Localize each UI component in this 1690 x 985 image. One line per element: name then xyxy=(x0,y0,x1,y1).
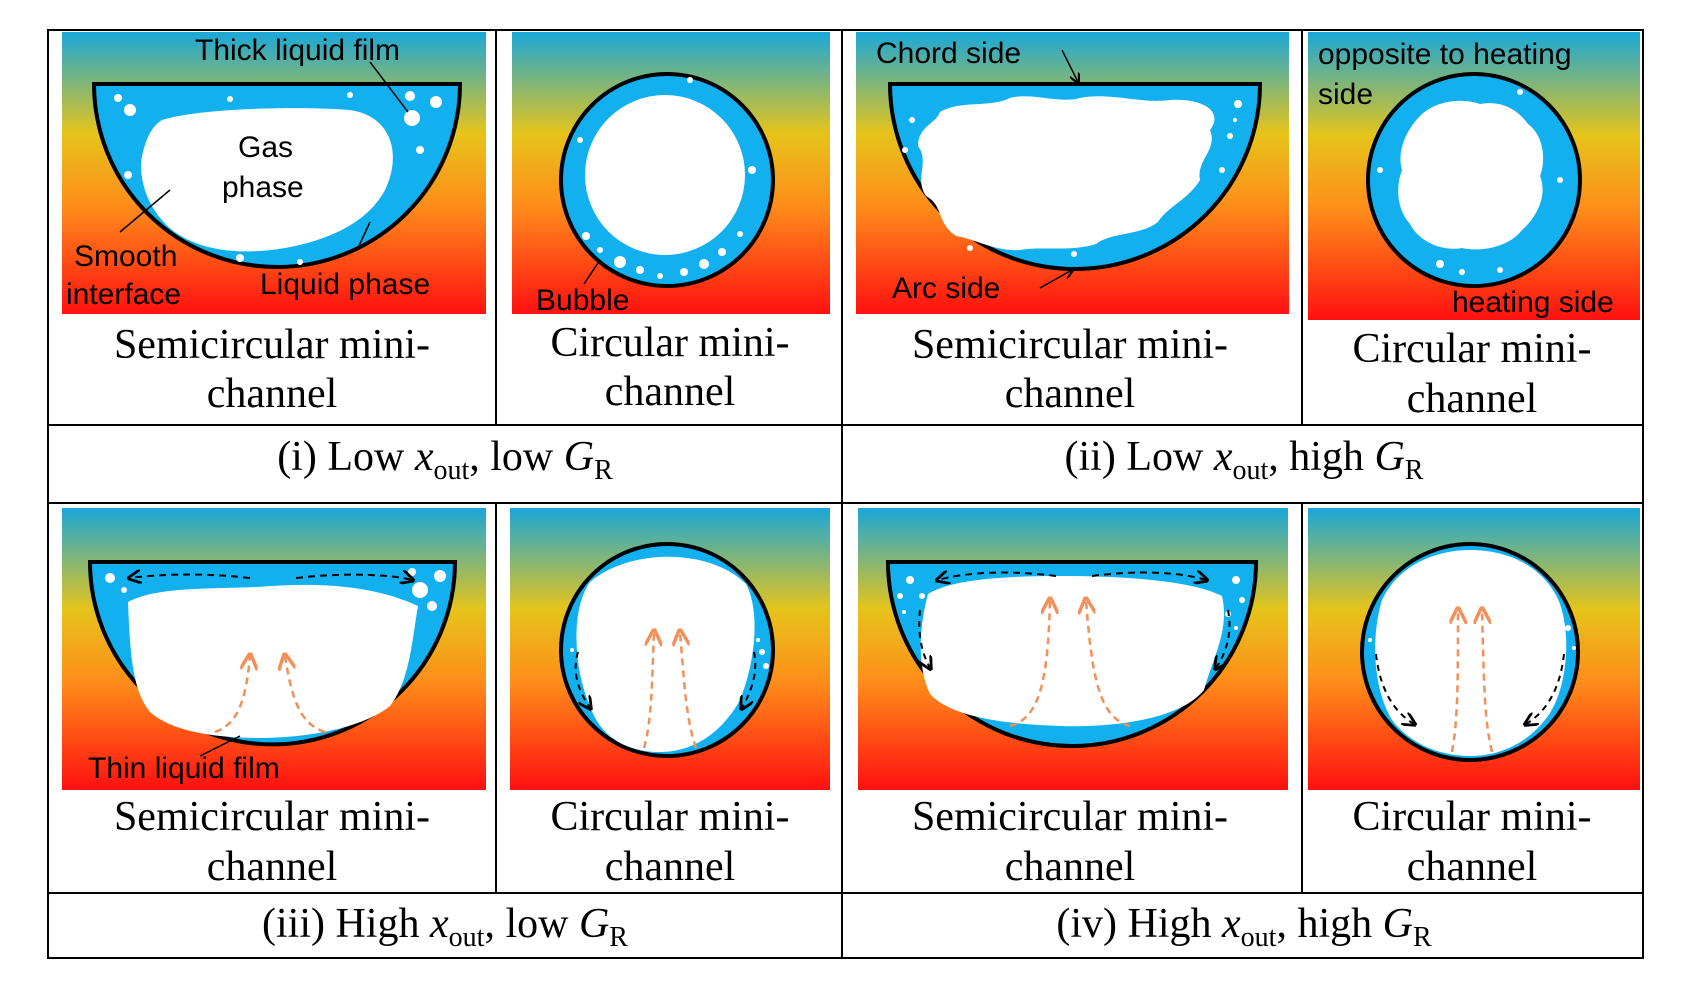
label-thin-liquid-film: Thin liquid film xyxy=(88,752,280,785)
label-liquid-phase: Liquid phase xyxy=(260,268,430,301)
label-phase: phase xyxy=(222,171,304,204)
label-interface: interface xyxy=(66,278,181,311)
label-gas: Gas xyxy=(238,131,293,164)
label-thick-liquid-film: Thick liquid film xyxy=(195,34,400,67)
caption-circular-line1: Circular mini- xyxy=(550,320,789,366)
panel-iv: Semicircular mini- channel Circular mini… xyxy=(858,508,1640,953)
circular-channel-diagram xyxy=(510,508,830,790)
caption-circular-line2: channel xyxy=(605,844,736,890)
caption-semicircular-line1: Semicircular mini- xyxy=(912,794,1228,840)
caption-circular-line2: channel xyxy=(1407,376,1538,422)
semicircular-channel-diagram: Chord side Arc side xyxy=(856,32,1289,314)
semicircular-channel-diagram: Thick liquid film Gas phase Smooth inter… xyxy=(62,32,486,314)
caption-semicircular-line2: channel xyxy=(1005,844,1136,890)
caption-semicircular-line1: Semicircular mini- xyxy=(114,794,430,840)
caption-circular-line2: channel xyxy=(605,369,736,415)
circular-channel-diagram: Bubble xyxy=(512,32,830,317)
label-arc-side: Arc side xyxy=(892,272,1000,305)
table-grid xyxy=(47,29,1644,959)
caption-circular-line1: Circular mini- xyxy=(1352,794,1591,840)
condition-label-iv: (iv) High xout, high GR xyxy=(1056,901,1432,953)
caption-semicircular-line2: channel xyxy=(1005,371,1136,417)
condition-label-iii: (iii) High xout, low GR xyxy=(262,901,628,953)
panel-iii: Thin liquid film Semicircular mini- chan… xyxy=(62,508,830,953)
label-bubble: Bubble xyxy=(536,284,629,317)
label-smooth: Smooth xyxy=(74,240,177,273)
label-chord-side: Chord side xyxy=(876,37,1021,70)
panel-ii: Chord side Arc side Semicircular mini- c… xyxy=(856,32,1640,486)
circular-channel-diagram: opposite to heating side heating side xyxy=(1308,32,1640,320)
caption-semicircular-line1: Semicircular mini- xyxy=(912,322,1228,368)
condition-label-ii: (ii) Low xout, high GR xyxy=(1065,434,1424,486)
caption-semicircular-line2: channel xyxy=(207,844,338,890)
caption-circular-line1: Circular mini- xyxy=(550,794,789,840)
label-heating-side: heating side xyxy=(1452,286,1614,319)
circular-channel-diagram xyxy=(1308,508,1640,790)
condition-label-i: (i) Low xout, low GR xyxy=(277,434,613,486)
caption-semicircular-line1: Semicircular mini- xyxy=(114,322,430,368)
semicircular-channel-diagram xyxy=(858,508,1288,790)
caption-circular-line1: Circular mini- xyxy=(1352,326,1591,372)
semicircular-channel-diagram: Thin liquid film xyxy=(62,508,486,790)
caption-circular-line2: channel xyxy=(1407,844,1538,890)
panel-i: Thick liquid film Gas phase Smooth inter… xyxy=(62,32,830,486)
label-side: side xyxy=(1318,78,1373,111)
label-opposite-to-heating: opposite to heating xyxy=(1318,38,1572,71)
caption-semicircular-line2: channel xyxy=(207,371,338,417)
